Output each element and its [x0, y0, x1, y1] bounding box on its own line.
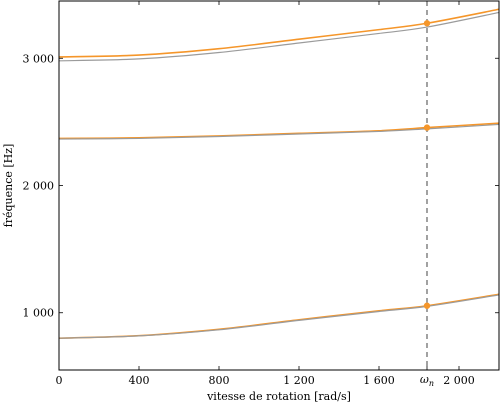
x-tick-label: 0	[56, 374, 63, 387]
x-ticks: 0 400 800 1 200 1 600 2 000	[56, 1, 475, 387]
curves-layer	[58, 8, 500, 339]
x-axis-label: vitesse de rotation [rad/s]	[206, 390, 351, 403]
y-axis-label: fréquence [Hz]	[2, 144, 15, 228]
x-tick-label: 800	[209, 374, 230, 387]
intersection-marker-3	[423, 20, 431, 27]
omega-subscript: n	[429, 379, 434, 388]
x-tick-label: 1 600	[363, 374, 395, 387]
markers-layer	[423, 20, 431, 309]
intersection-marker-1	[423, 302, 431, 309]
curve-6-gray	[58, 11, 500, 62]
x-tick-label: 1 200	[283, 374, 315, 387]
curve-3-orange	[58, 122, 500, 140]
x-tick-label: 2 000	[443, 374, 475, 387]
y-tick-label: 2 000	[23, 180, 55, 193]
intersection-marker-2	[423, 124, 431, 131]
y-tick-label: 1 000	[23, 307, 55, 320]
curve-2-gray	[58, 294, 500, 339]
curve-5-orange	[58, 8, 500, 58]
curve-1-orange	[58, 293, 500, 339]
omega-symbol: ω	[420, 373, 429, 386]
y-ticks: 1 000 2 000 3 000	[23, 52, 499, 320]
y-tick-label: 3 000	[23, 52, 55, 65]
omega-n-label: ωn	[420, 373, 434, 388]
x-tick-label: 400	[129, 374, 150, 387]
